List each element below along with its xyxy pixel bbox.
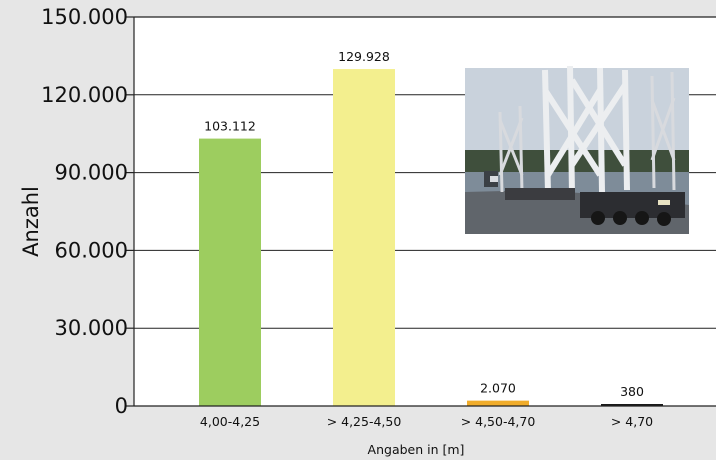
y-tick-label: 150.000 xyxy=(41,5,128,29)
data-label: 103.112 xyxy=(204,119,256,134)
x-tick-label: 4,00-4,25 xyxy=(200,414,260,429)
bar xyxy=(601,404,663,406)
x-tick-label: > 4,70 xyxy=(611,414,653,429)
y-tick-label: 90.000 xyxy=(55,161,128,185)
bars xyxy=(199,69,663,407)
bar xyxy=(199,138,261,407)
x-tick-label: > 4,25-4,50 xyxy=(327,414,402,429)
y-tick-label: 0 xyxy=(115,394,128,418)
data-label: 2.070 xyxy=(480,381,516,396)
axes: 0 30.000 60.000 90.000 120.000 150.000 xyxy=(41,5,716,418)
data-label: 380 xyxy=(620,384,644,399)
y-tick-label: 60.000 xyxy=(55,238,128,262)
y-tick-label: 30.000 xyxy=(55,316,128,340)
bar xyxy=(333,69,395,407)
x-axis-label: Angaben in [m] xyxy=(368,442,465,457)
labels: 103.112 4,00-4,25 129.928 > 4,25-4,50 2.070 >… xyxy=(19,49,653,457)
bar xyxy=(467,400,529,406)
heavy-transport-photo xyxy=(465,65,689,234)
y-axis-label: Anzahl xyxy=(19,186,43,257)
x-tick-label: > 4,50-4,70 xyxy=(461,414,536,429)
data-label: 129.928 xyxy=(338,49,390,64)
y-tick-label: 120.000 xyxy=(41,83,128,107)
